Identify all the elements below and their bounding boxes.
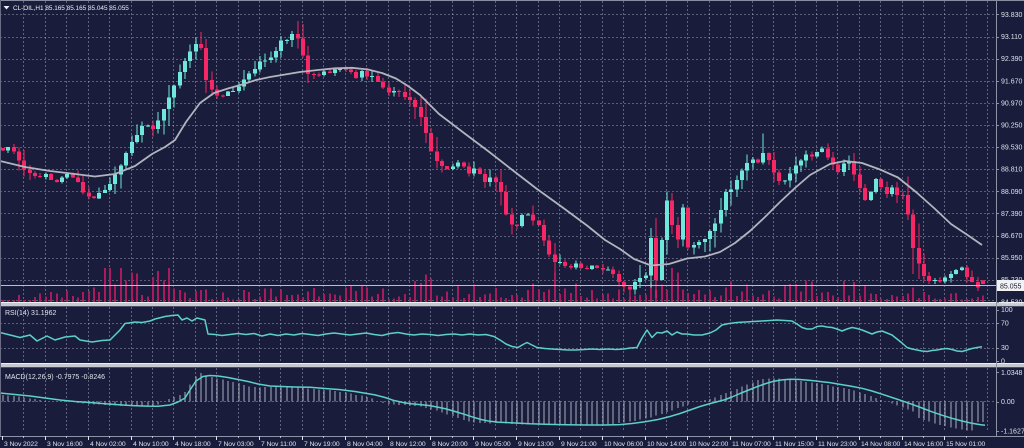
svg-text:88.090: 88.090 <box>1001 189 1023 196</box>
svg-text:MACD(12,26,9) -0.7975 -0.8246: MACD(12,26,9) -0.7975 -0.8246 <box>5 374 105 381</box>
svg-text:70: 70 <box>1001 321 1009 328</box>
svg-text:14 Nov 08:00: 14 Nov 08:00 <box>861 441 901 448</box>
svg-text:4 Nov 02:00: 4 Nov 02:00 <box>90 441 126 448</box>
svg-text:4 Nov 10:00: 4 Nov 10:00 <box>133 441 169 448</box>
svg-text:1.0348: 1.0348 <box>1001 370 1023 377</box>
svg-text:14 Nov 16:00: 14 Nov 16:00 <box>904 441 944 448</box>
svg-text:7 Nov 11:00: 7 Nov 11:00 <box>261 441 296 448</box>
svg-text:89.530: 89.530 <box>1001 145 1023 152</box>
svg-text:4 Nov 18:00: 4 Nov 18:00 <box>175 441 211 448</box>
svg-text:10 Nov 14:00: 10 Nov 14:00 <box>647 441 687 448</box>
svg-text:RSI(14) 31.1962: RSI(14) 31.1962 <box>5 310 56 317</box>
svg-text:11 Nov 15:00: 11 Nov 15:00 <box>775 441 814 448</box>
svg-text:9 Nov 21:00: 9 Nov 21:00 <box>561 441 597 448</box>
svg-text:86.670: 86.670 <box>1001 233 1023 240</box>
svg-text:11 Nov 07:00: 11 Nov 07:00 <box>732 441 771 448</box>
svg-text:11 Nov 23:00: 11 Nov 23:00 <box>818 441 857 448</box>
svg-text:10 Nov 22:00: 10 Nov 22:00 <box>689 441 729 448</box>
svg-text:84.530: 84.530 <box>1001 299 1023 306</box>
svg-text:7 Nov 19:00: 7 Nov 19:00 <box>304 441 340 448</box>
svg-text:93.110: 93.110 <box>1001 34 1022 41</box>
svg-text:9 Nov 13:00: 9 Nov 13:00 <box>518 441 554 448</box>
svg-text:91.670: 91.670 <box>1001 78 1023 85</box>
svg-text:0.00: 0.00 <box>1001 399 1015 406</box>
svg-text:3 Nov 16:00: 3 Nov 16:00 <box>47 441 83 448</box>
svg-text:15 Nov 01:00: 15 Nov 01:00 <box>946 441 986 448</box>
svg-text:7 Nov 03:00: 7 Nov 03:00 <box>218 441 254 448</box>
svg-text:9 Nov 05:00: 9 Nov 05:00 <box>475 441 511 448</box>
svg-text:-1.1627: -1.1627 <box>1001 429 1024 436</box>
svg-text:90.250: 90.250 <box>1001 123 1023 130</box>
svg-text:87.390: 87.390 <box>1001 211 1023 218</box>
svg-text:92.390: 92.390 <box>1001 56 1023 63</box>
svg-text:85.055: 85.055 <box>1000 284 1022 291</box>
svg-text:8 Nov 12:00: 8 Nov 12:00 <box>390 441 426 448</box>
svg-text:88.810: 88.810 <box>1001 167 1023 174</box>
svg-text:CL-OIL,H1 85.165 85.165 85.04: CL-OIL,H1 85.165 85.165 85.045 85.055 <box>13 5 129 12</box>
svg-text:10 Nov 06:00: 10 Nov 06:00 <box>604 441 644 448</box>
svg-text:8 Nov 04:00: 8 Nov 04:00 <box>347 441 383 448</box>
svg-text:3 Nov 2022: 3 Nov 2022 <box>4 441 38 448</box>
svg-text:8 Nov 20:00: 8 Nov 20:00 <box>432 441 468 448</box>
svg-text:0: 0 <box>1001 359 1005 366</box>
svg-text:90.970: 90.970 <box>1001 100 1023 107</box>
svg-text:93.830: 93.830 <box>1001 12 1023 19</box>
svg-text:100: 100 <box>1001 307 1013 314</box>
svg-text:30: 30 <box>1001 345 1009 352</box>
svg-text:85.950: 85.950 <box>1001 255 1023 262</box>
